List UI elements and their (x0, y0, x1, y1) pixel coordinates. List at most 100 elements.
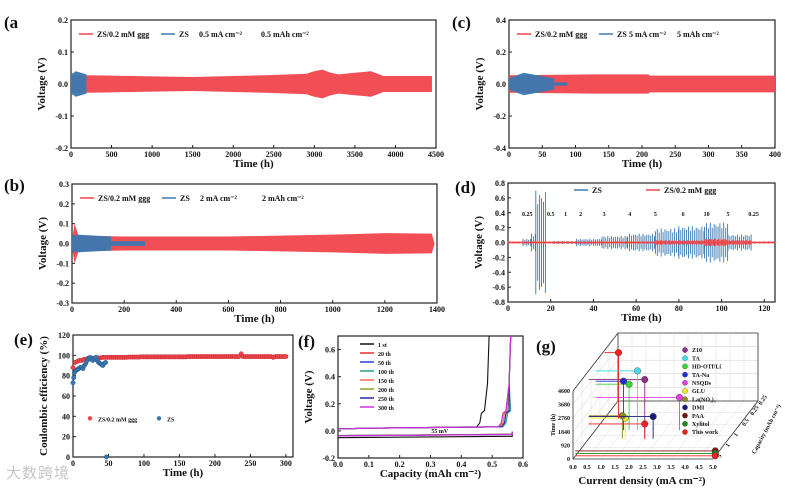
x-tick-label: 2000 (225, 150, 241, 159)
x-tick-label: 500 (106, 150, 118, 159)
x-tick-label: 100 (570, 150, 582, 159)
y-tick-label: 60 (62, 392, 70, 401)
y-tick-label: 0.6 (325, 346, 335, 355)
legend-item-zs-ggg: ZS/0.2 mM ggg (664, 186, 716, 195)
z-tick-label: 5 (717, 453, 724, 459)
y-tick-label: 80 (62, 372, 70, 381)
x-tick-label: 1400 (429, 305, 445, 314)
y-tick-label: -0.1 (56, 259, 69, 268)
grid-line (670, 400, 717, 460)
data-point-zs-ggg (283, 354, 289, 359)
legend-item-zs: ZS (592, 186, 602, 195)
y-tick-label: -0.1 (55, 112, 68, 121)
series-band-1 (71, 71, 87, 97)
x-tick-label: 1200 (377, 305, 393, 314)
panel-label: (e) (14, 330, 33, 349)
rate-label: 6 (682, 212, 685, 218)
x-tick-label: 0 (506, 304, 510, 313)
data-point (641, 376, 649, 384)
series-band-1 (509, 72, 568, 96)
y-tick-label: 0.1 (58, 48, 68, 57)
x-tick-label: 3.5 (667, 465, 675, 471)
x-tick-label: 20 (547, 304, 555, 313)
legend-item: 150 th (378, 379, 394, 385)
x-tick-label: 0.2 (395, 460, 405, 469)
axis-edge (572, 400, 619, 460)
x-tick-label: 0.6 (518, 460, 528, 469)
x-tick-label: 50 (538, 150, 546, 159)
x-axis-title: Time (h) (233, 158, 274, 170)
legend-item: This work (692, 430, 719, 436)
x-tick-label: 3500 (347, 150, 363, 159)
y-tick-label: -0.2 (492, 253, 505, 262)
panel-label: (a (4, 13, 19, 32)
y-tick-label: 0.2 (496, 48, 506, 57)
legend-item: Z10 (692, 348, 702, 354)
legend-marker (682, 421, 688, 427)
grid-line (572, 373, 619, 432)
cycle-curve-6 (337, 335, 513, 437)
x-tick-label: 40 (589, 304, 597, 313)
y-tick-label: -0.3 (56, 299, 69, 308)
x-axis-title: Time (h) (622, 158, 663, 170)
legend-marker (682, 347, 688, 353)
x-tick-label: 0.1 (364, 460, 374, 469)
x-tick-label: 4500 (428, 150, 444, 159)
data-point (615, 349, 623, 357)
z-tick-label: 1 (725, 443, 732, 449)
data-point (625, 380, 633, 388)
rate-label: 0.25 (748, 212, 759, 218)
x-tick-label: 80 (675, 304, 683, 313)
legend-item-zs-ggg: ZS/0.2 mM ggg (535, 30, 587, 39)
x-tick-label: 0.0 (333, 460, 343, 469)
x-tick-label: 100 (138, 459, 150, 468)
x-tick-label: 4000 (387, 150, 403, 159)
x-tick-label: 100 (716, 304, 728, 313)
x-tick-label: 0.4 (456, 460, 466, 469)
grid-line (698, 400, 745, 460)
axis-edge (572, 332, 619, 392)
y-tick-label: 0.3 (59, 180, 69, 189)
y-tick-label: 0.0 (59, 240, 69, 249)
x-tick-label: 150 (603, 150, 615, 159)
grid-line (572, 360, 619, 419)
legend-marker (682, 380, 688, 386)
y-tick-label: 0.1 (59, 220, 69, 229)
data-point (641, 420, 649, 428)
legend-item: TA (692, 356, 701, 362)
x-tick-label: 400 (769, 150, 781, 159)
rate-label: 0.25 (522, 212, 533, 218)
data-point (649, 413, 657, 421)
legend-item: 250 th (378, 397, 394, 403)
data-point-zs (103, 454, 109, 460)
series-band-1 (72, 234, 145, 253)
x-tick-label: 250 (669, 150, 681, 159)
x-tick-label: 1000 (144, 150, 160, 159)
data-point (711, 452, 719, 460)
y-tick-label: 0.0 (496, 80, 506, 89)
x-tick-label: 3.0 (653, 465, 661, 471)
current-density-annotation: 0.5 mA cm⁻² (199, 30, 242, 39)
x-axis-title: Time (h) (163, 467, 204, 479)
x-tick-label: 0 (69, 150, 73, 159)
series-band-0 (509, 74, 775, 94)
rate-label: 5 (727, 212, 730, 218)
watermark: 大数跨境 (6, 464, 71, 482)
x-axis-title: Time (h) (621, 312, 662, 324)
y-tick-label: 0.2 (325, 400, 335, 409)
x-tick-label: 60 (632, 304, 640, 313)
current-density-annotation: 5 mA cm⁻² (629, 30, 666, 39)
y-tick-label: 0.0 (325, 427, 335, 436)
y-tick-label: 0.4 (496, 16, 506, 25)
legend-item: GLU (692, 389, 706, 395)
cycle-curve-4 (337, 335, 513, 437)
x-tick-label: 0.5 (487, 460, 497, 469)
grid-line (572, 346, 619, 405)
cycle-curve-1 (337, 335, 513, 437)
y-tick-label: -0.4 (493, 144, 506, 153)
cycle-curve-0 (337, 335, 513, 439)
x-tick-label: 300 (280, 459, 292, 468)
z-tick-label: 0.5 (742, 418, 751, 428)
